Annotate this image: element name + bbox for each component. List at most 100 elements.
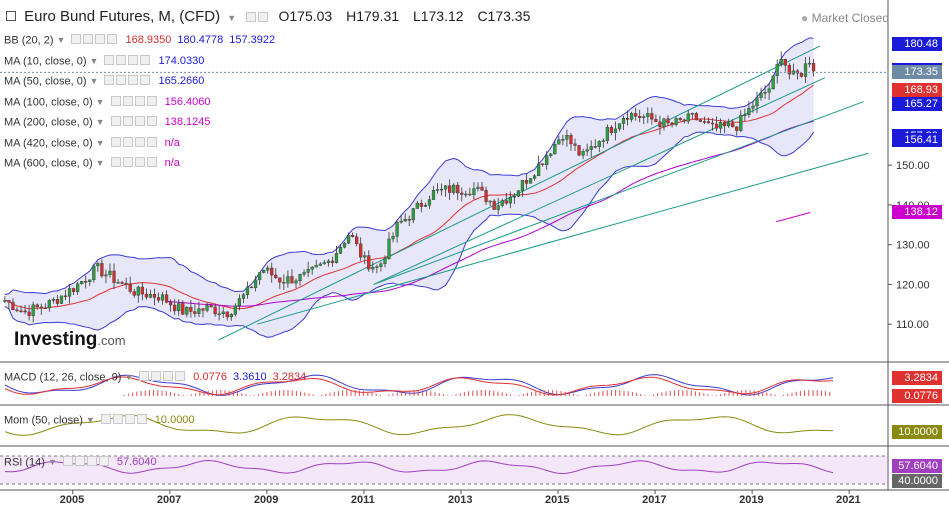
candle-body [136,286,140,296]
candle-body [686,113,690,122]
candle-body [387,238,391,260]
candle-body [338,246,343,254]
indicator-value: 180.4778 [177,34,224,47]
indicator-legend[interactable]: BB (20, 2) ▼ 168.9350 180.4778 157.3922 [4,34,275,47]
market-status-text: Market Closed [811,11,889,25]
candle-body [164,294,169,303]
candle-body [399,220,403,223]
candle-body [767,88,771,93]
candle-body [310,266,314,270]
x-tick-label: 2009 [254,494,278,506]
candle-body [67,288,72,297]
candle-body [625,118,630,120]
indicator-label: MA (420, close, 0) [4,136,93,149]
indicator-tools-icons[interactable] [110,136,159,150]
candle-body [7,300,11,303]
chevron-down-icon[interactable]: ▼ [124,372,134,383]
indicator-tools-icons[interactable] [139,371,187,384]
chevron-down-icon[interactable]: ▼ [89,55,99,66]
candle-body [241,294,246,299]
indicator-tools-icons[interactable] [104,75,152,88]
chevron-down-icon[interactable]: ▼ [227,13,237,23]
y-tick-label: 150.00 [896,160,930,172]
chevron-down-icon[interactable]: ▼ [95,117,105,128]
macd-legend[interactable]: MACD (12, 26, close, 9) ▼ 0.0776 3.3610 3.28… [4,371,306,384]
indicator-tools-icons[interactable] [104,54,152,68]
candle-body [549,153,553,156]
candle-body [92,265,96,281]
candle-body [403,218,407,222]
indicator-legend[interactable]: MA (420, close, 0) ▼ n/a [4,136,180,150]
chevron-down-icon[interactable]: ▼ [95,137,105,148]
chevron-down-icon[interactable]: ▼ [56,35,66,46]
chevron-down-icon[interactable]: ▼ [47,457,57,468]
candle-body [330,260,335,263]
candle-body [193,311,197,314]
candle-body [561,139,565,141]
indicator-tools-icons[interactable] [62,456,111,469]
candle-body [43,307,47,309]
candle-body [76,283,80,293]
indicator-tools-icons[interactable] [110,95,159,109]
indicator-legend[interactable]: MA (600, close, 0) ▼ n/a [4,157,180,170]
candle-body [19,310,23,313]
candle-body [253,279,258,289]
indicator-label: MA (10, close, 0) [4,54,87,67]
candle-body [342,242,347,248]
candle-body [209,305,213,308]
candle-body [104,274,108,277]
candle-body [500,200,504,206]
candle-body [727,122,731,127]
indicator-legend[interactable]: MA (10, close, 0) ▼ 174.0330 [4,54,204,68]
macd-signal [4,376,834,396]
collapse-icon[interactable] [6,11,16,21]
candle-body [266,267,270,271]
indicator-tools-icons[interactable] [110,116,159,129]
indicator-legend[interactable]: MA (200, close, 0) ▼ 138.1245 [4,116,210,129]
chevron-down-icon[interactable]: ▼ [95,158,105,169]
candle-body [282,282,286,284]
rsi-legend[interactable]: RSI (14) ▼ 57.6040 [4,456,157,469]
candle-body [520,180,525,191]
indicator-tools-icons[interactable] [71,34,119,47]
indicator-tools-icons[interactable] [100,414,149,427]
indicator-legend[interactable]: MA (100, close, 0) ▼ 156.4060 [4,95,210,109]
candle-body [763,92,767,94]
rsi-tag: 57.6040 [892,459,942,473]
indicator-tools-icons[interactable] [110,157,159,170]
candle-body [670,122,674,125]
candle-body [71,288,76,293]
chevron-down-icon[interactable]: ▼ [95,96,105,107]
settings-icons[interactable] [246,9,270,26]
candle-body [662,118,666,127]
candle-body [15,309,19,312]
candle-body [257,272,262,281]
chevron-down-icon[interactable]: ▼ [85,415,95,426]
candle-body [743,114,747,117]
high-value: H179.31 [346,8,400,24]
candle-body [181,303,185,315]
instrument-name: Euro Bund Futures, M, (CFD) [24,8,221,25]
candle-body [80,281,84,284]
price-tag: 138.12 [892,205,942,220]
candle-body [84,281,88,283]
rsi-line [4,459,834,475]
candle-body [322,262,326,265]
candle-body [480,186,484,191]
momentum-legend[interactable]: Mom (50, close) ▼ 10.0000 [4,414,195,427]
indicator-label: RSI (14) [4,456,45,469]
indicator-value: 57.6040 [116,456,157,469]
indicator-label: MA (600, close, 0) [4,157,93,170]
candle-body [59,295,64,304]
chevron-down-icon[interactable]: ▼ [89,76,99,87]
candle-body [723,122,727,127]
indicator-legend[interactable]: MA (50, close, 0) ▼ 165.2660 [4,75,204,88]
candle-body [391,236,395,240]
bollinger-upper [4,37,814,295]
candle-body [460,192,464,195]
close-value: C173.35 [477,8,531,24]
candle-body [755,97,759,107]
bollinger-mid [4,84,814,310]
candle-body [201,308,205,311]
